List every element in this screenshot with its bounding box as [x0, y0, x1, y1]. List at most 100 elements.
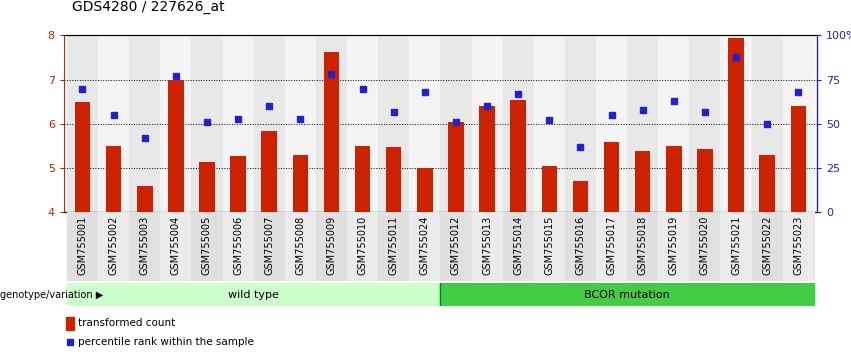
- Bar: [347, 212, 378, 281]
- Bar: [751, 212, 783, 281]
- Bar: [191, 212, 223, 281]
- Bar: [666, 146, 682, 212]
- Text: genotype/variation ▶: genotype/variation ▶: [0, 290, 103, 300]
- Text: GSM755010: GSM755010: [357, 216, 368, 275]
- Bar: [751, 35, 783, 212]
- Bar: [721, 35, 751, 212]
- Text: GSM755014: GSM755014: [513, 216, 523, 275]
- Bar: [106, 146, 122, 212]
- Bar: [323, 52, 340, 212]
- Bar: [191, 35, 223, 212]
- Bar: [355, 146, 370, 212]
- Bar: [534, 35, 565, 212]
- Text: GSM755011: GSM755011: [389, 216, 399, 275]
- Bar: [231, 156, 246, 212]
- Bar: [199, 161, 214, 212]
- Bar: [689, 212, 721, 281]
- Bar: [627, 35, 658, 212]
- Bar: [448, 122, 464, 212]
- Text: GSM755004: GSM755004: [171, 216, 181, 275]
- Bar: [440, 283, 814, 306]
- Bar: [596, 212, 627, 281]
- Bar: [783, 212, 814, 281]
- Bar: [285, 212, 316, 281]
- Text: wild type: wild type: [228, 290, 279, 300]
- Text: GSM755006: GSM755006: [233, 216, 243, 275]
- Text: GSM755012: GSM755012: [451, 216, 461, 275]
- Text: GSM755008: GSM755008: [295, 216, 306, 275]
- Bar: [565, 35, 596, 212]
- Text: BCOR mutation: BCOR mutation: [585, 290, 670, 300]
- Bar: [596, 35, 627, 212]
- Bar: [66, 316, 74, 330]
- Bar: [160, 212, 191, 281]
- Bar: [721, 212, 751, 281]
- Bar: [658, 212, 689, 281]
- Text: GSM755016: GSM755016: [575, 216, 585, 275]
- Bar: [347, 35, 378, 212]
- Bar: [67, 212, 98, 281]
- Bar: [316, 212, 347, 281]
- Bar: [409, 212, 440, 281]
- Bar: [316, 35, 347, 212]
- Bar: [409, 35, 440, 212]
- Bar: [471, 35, 503, 212]
- Text: GSM755003: GSM755003: [140, 216, 150, 275]
- Bar: [573, 181, 588, 212]
- Bar: [471, 212, 503, 281]
- Bar: [689, 35, 721, 212]
- Text: GSM755013: GSM755013: [482, 216, 492, 275]
- Bar: [75, 102, 90, 212]
- Text: GSM755017: GSM755017: [607, 216, 617, 275]
- Text: GSM755009: GSM755009: [327, 216, 336, 275]
- Text: GSM755022: GSM755022: [762, 216, 772, 275]
- Bar: [98, 35, 129, 212]
- Bar: [635, 152, 650, 212]
- Bar: [417, 168, 432, 212]
- Bar: [503, 35, 534, 212]
- Text: GSM755002: GSM755002: [109, 216, 118, 275]
- Bar: [98, 212, 129, 281]
- Bar: [511, 99, 526, 212]
- Bar: [479, 106, 494, 212]
- Bar: [129, 35, 160, 212]
- Bar: [67, 35, 98, 212]
- Bar: [254, 212, 285, 281]
- Bar: [261, 131, 277, 212]
- Bar: [541, 166, 557, 212]
- Bar: [440, 35, 471, 212]
- Bar: [386, 147, 402, 212]
- Bar: [378, 35, 409, 212]
- Text: GSM755019: GSM755019: [669, 216, 679, 275]
- Text: GSM755015: GSM755015: [545, 216, 554, 275]
- Text: GSM755007: GSM755007: [264, 216, 274, 275]
- Bar: [658, 35, 689, 212]
- Text: GSM755018: GSM755018: [637, 216, 648, 275]
- Bar: [697, 149, 712, 212]
- Bar: [293, 155, 308, 212]
- Text: transformed count: transformed count: [78, 318, 175, 328]
- Bar: [129, 212, 160, 281]
- Bar: [67, 283, 440, 306]
- Text: GSM755020: GSM755020: [700, 216, 710, 275]
- Text: GSM755024: GSM755024: [420, 216, 430, 275]
- Bar: [503, 212, 534, 281]
- Bar: [627, 212, 658, 281]
- Bar: [603, 142, 620, 212]
- Bar: [440, 212, 471, 281]
- Bar: [285, 35, 316, 212]
- Text: GSM755021: GSM755021: [731, 216, 741, 275]
- Bar: [728, 38, 744, 212]
- Bar: [137, 186, 152, 212]
- Bar: [168, 80, 184, 212]
- Bar: [791, 106, 806, 212]
- Bar: [565, 212, 596, 281]
- Bar: [160, 35, 191, 212]
- Text: percentile rank within the sample: percentile rank within the sample: [78, 337, 254, 347]
- Bar: [223, 35, 254, 212]
- Bar: [783, 35, 814, 212]
- Text: GSM755001: GSM755001: [77, 216, 88, 275]
- Bar: [378, 212, 409, 281]
- Bar: [254, 35, 285, 212]
- Text: GSM755005: GSM755005: [202, 216, 212, 275]
